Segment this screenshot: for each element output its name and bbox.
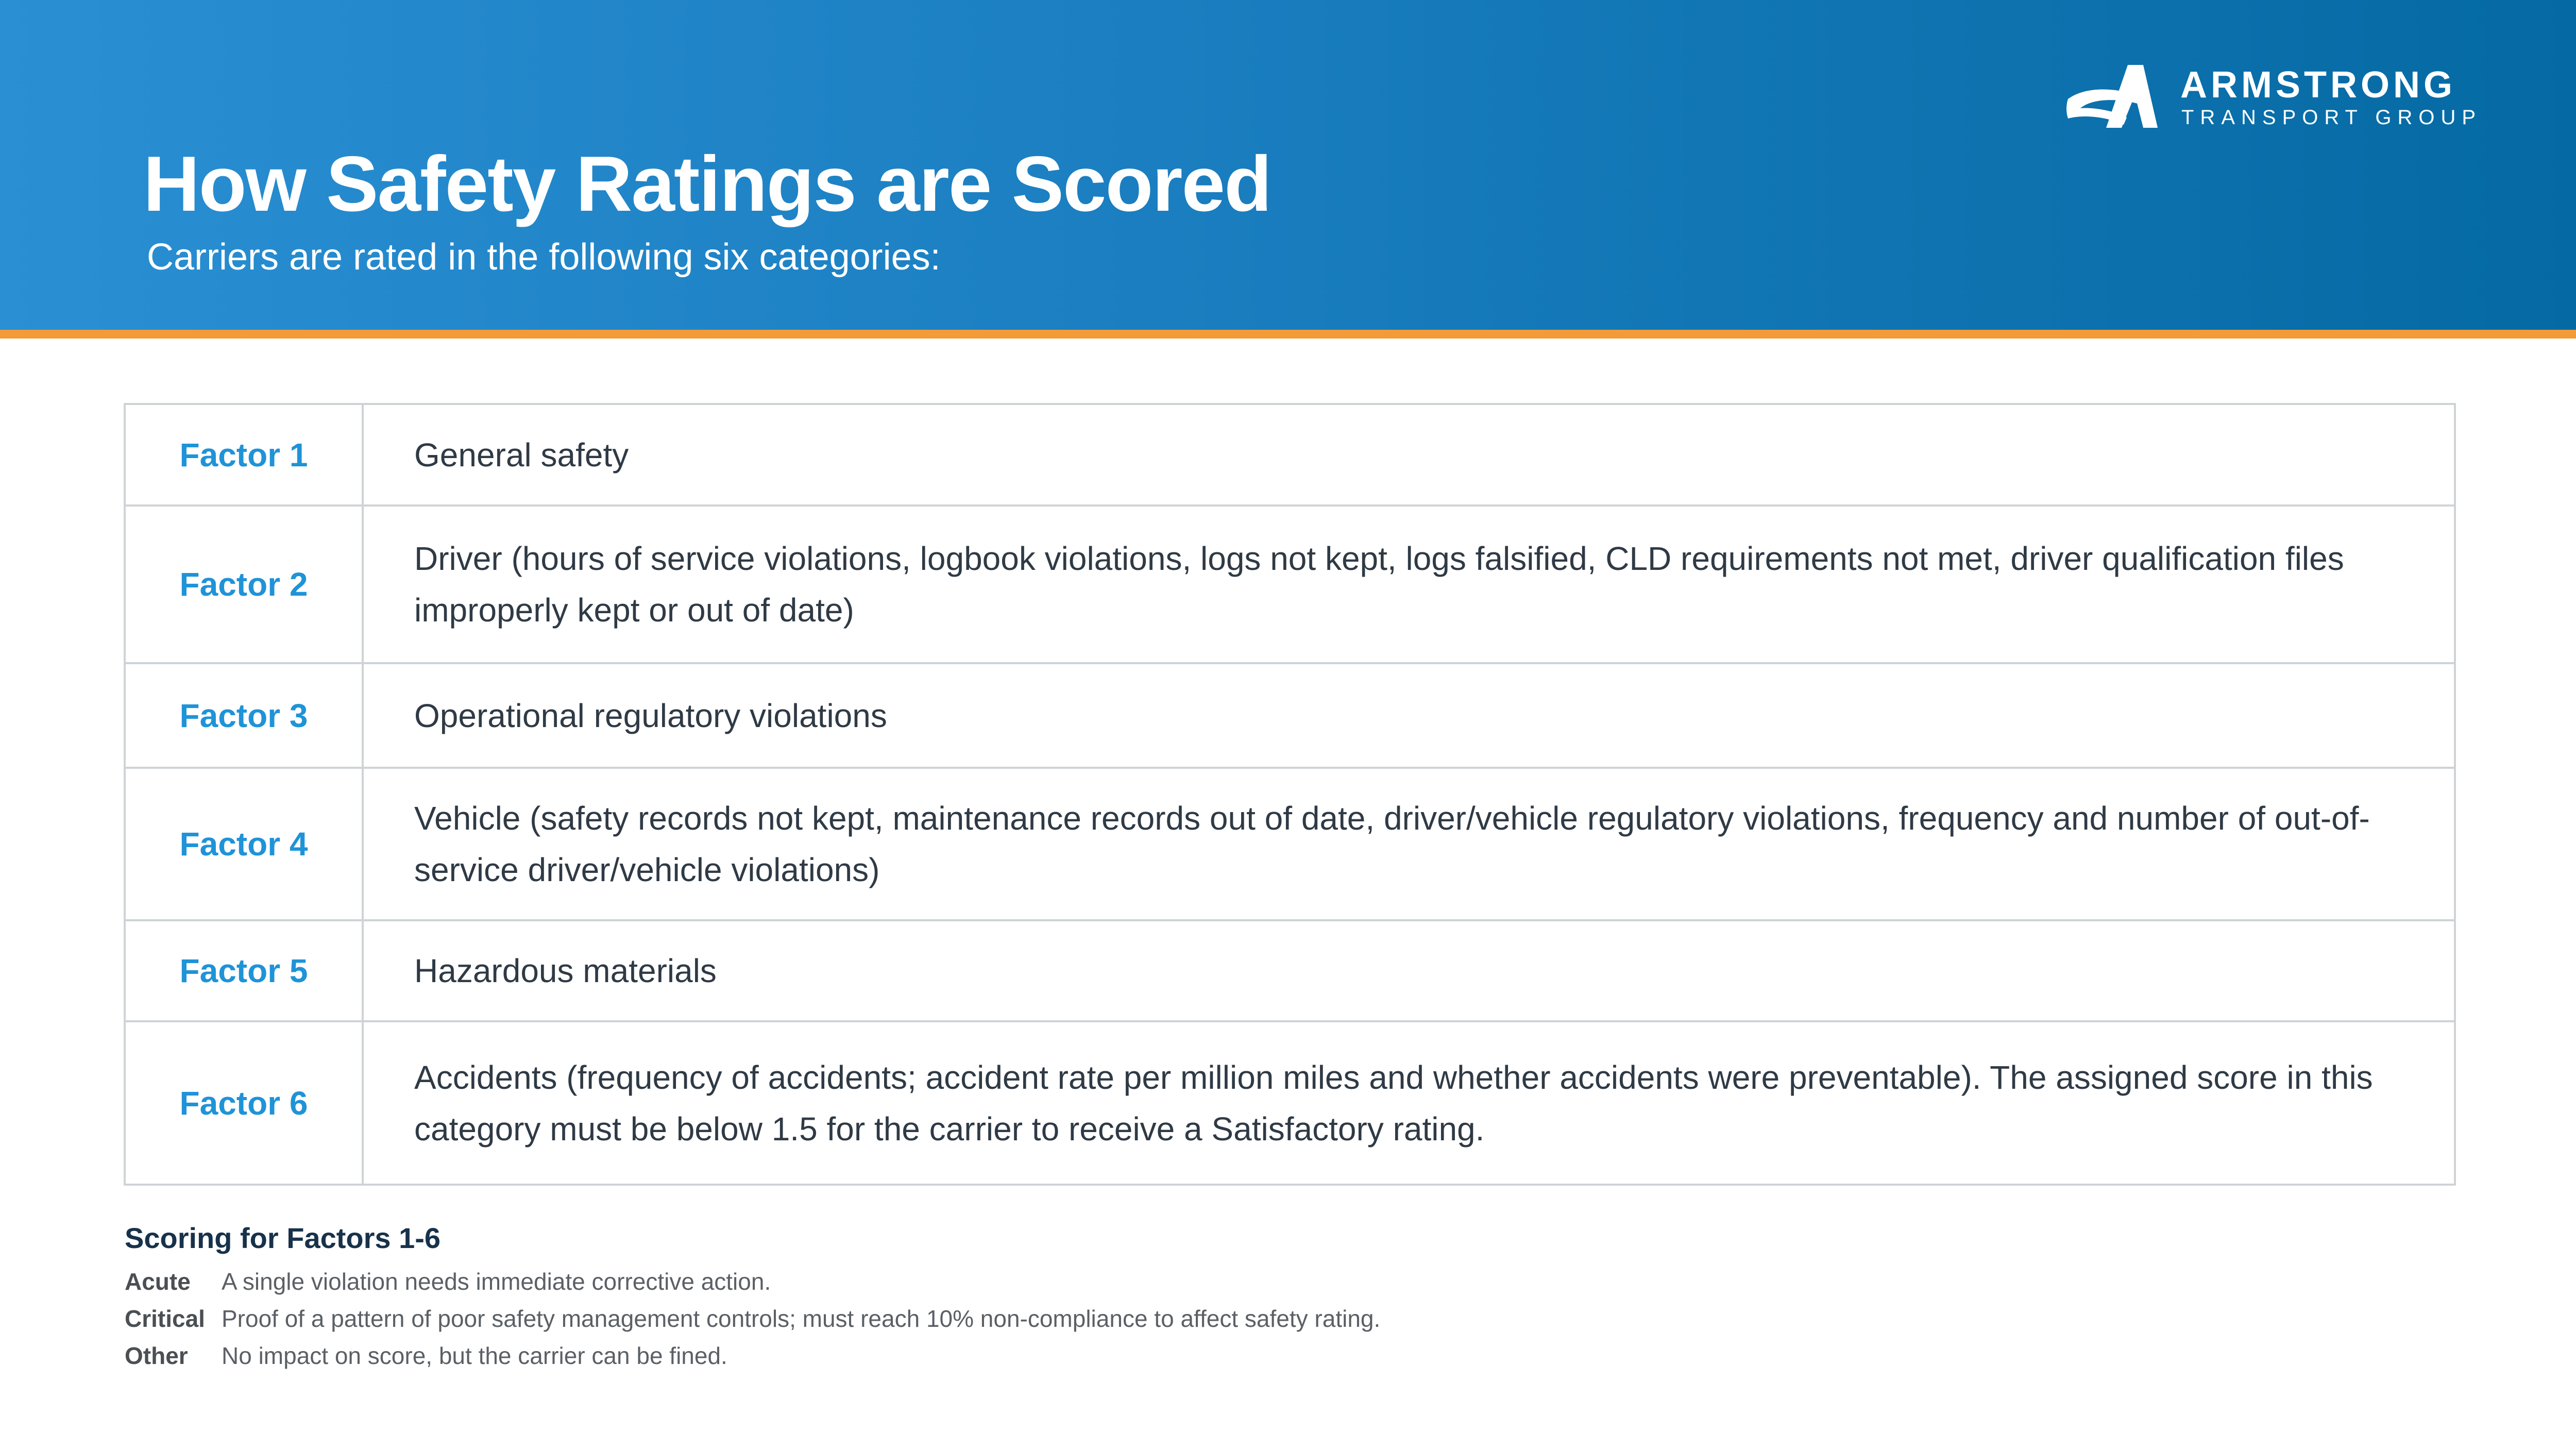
factor-description: Vehicle (safety records not kept, mainte…: [362, 767, 2456, 921]
factor-description: Hazardous materials: [362, 919, 2456, 1022]
page-title: How Safety Ratings are Scored: [143, 140, 1272, 228]
scoring-text: No impact on score, but the carrier can …: [222, 1342, 727, 1369]
factor-label: Factor 5: [124, 919, 364, 1022]
table-row: Factor 4 Vehicle (safety records not kep…: [124, 767, 2456, 921]
factor-label: Factor 2: [124, 504, 364, 664]
header-banner: How Safety Ratings are Scored Carriers a…: [0, 0, 2576, 330]
factor-label: Factor 3: [124, 662, 364, 769]
header-accent-stripe: [0, 330, 2576, 339]
factor-description: Driver (hours of service violations, log…: [362, 504, 2456, 664]
table-row: Factor 3 Operational regulatory violatio…: [124, 662, 2456, 769]
table-row: Factor 5 Hazardous materials: [124, 919, 2456, 1022]
table-row: Factor 2 Driver (hours of service violat…: [124, 504, 2456, 664]
company-logo: ARMSTRONG TRANSPORT GROUP: [2066, 61, 2519, 130]
factor-description: General safety: [362, 403, 2456, 507]
factor-label: Factor 4: [124, 767, 364, 921]
factors-table: Factor 1 General safety Factor 2 Driver …: [124, 403, 2456, 1186]
scoring-item: Acute A single violation needs immediate…: [125, 1263, 2392, 1300]
scoring-legend: Scoring for Factors 1-6 Acute A single v…: [125, 1221, 2392, 1374]
factor-label: Factor 6: [124, 1020, 364, 1186]
logo-tagline: TRANSPORT GROUP: [2181, 106, 2482, 129]
table-row: Factor 6 Accidents (frequency of acciden…: [124, 1020, 2456, 1186]
scoring-key: Acute: [125, 1268, 191, 1295]
factor-label: Factor 1: [124, 403, 364, 507]
scoring-item: Critical Proof of a pattern of poor safe…: [125, 1300, 2392, 1337]
logo-company-name: ARMSTRONG: [2180, 64, 2456, 106]
table-row: Factor 1 General safety: [124, 403, 2456, 507]
scoring-text: Proof of a pattern of poor safety manage…: [222, 1305, 1381, 1332]
armstrong-a-logo-icon: [2066, 65, 2158, 128]
scoring-text: A single violation needs immediate corre…: [222, 1268, 771, 1295]
scoring-item: Other No impact on score, but the carrie…: [125, 1337, 2392, 1374]
page-subtitle: Carriers are rated in the following six …: [147, 237, 941, 278]
scoring-title: Scoring for Factors 1-6: [125, 1222, 441, 1254]
scoring-key: Other: [125, 1342, 188, 1369]
factor-description: Operational regulatory violations: [362, 662, 2456, 769]
scoring-key: Critical: [125, 1305, 205, 1332]
factor-description: Accidents (frequency of accidents; accid…: [362, 1020, 2456, 1186]
